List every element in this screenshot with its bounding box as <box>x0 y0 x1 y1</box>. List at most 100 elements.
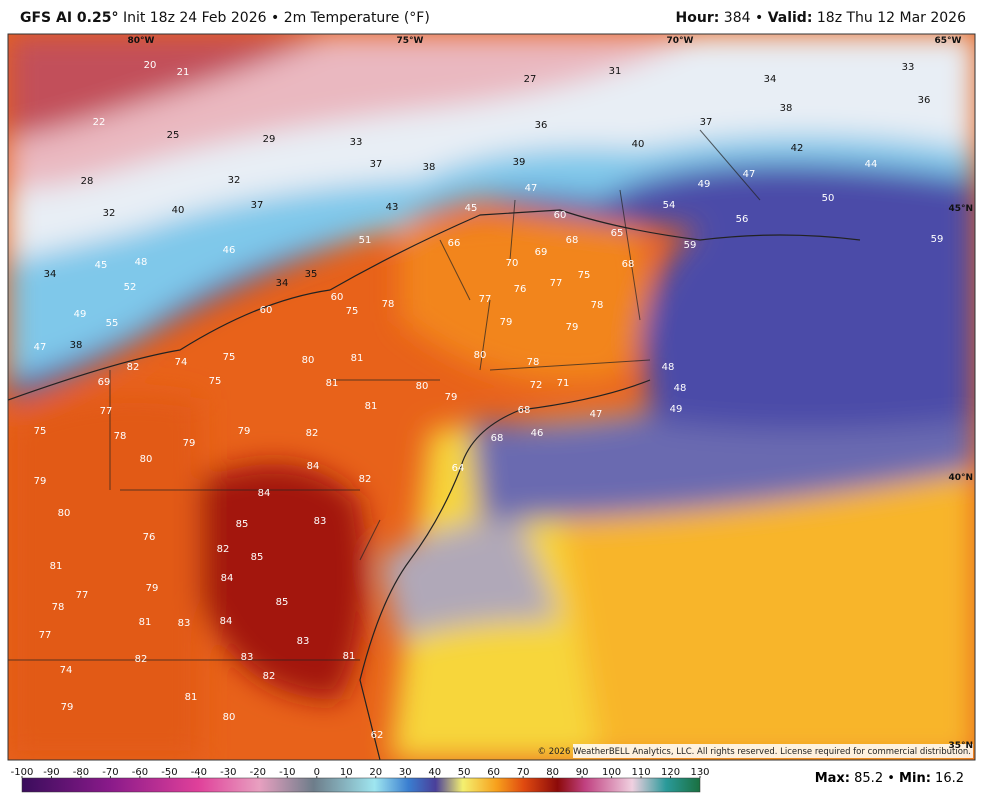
header-left: GFS AI 0.25° Init 18z 24 Feb 2026 • 2m T… <box>20 10 430 26</box>
temperature-label: 82 <box>127 362 140 373</box>
temperature-label: 75 <box>346 306 359 317</box>
temperature-label: 31 <box>609 66 622 77</box>
min: 16.2 <box>935 771 964 786</box>
colorbar <box>21 777 701 793</box>
temperature-label: 84 <box>221 573 234 584</box>
temperature-label: 79 <box>445 392 458 403</box>
temperature-label: 68 <box>518 405 531 416</box>
colorbar-tick-label: 90 <box>576 767 589 778</box>
copyright-bg <box>573 744 973 758</box>
temperature-label: 49 <box>670 404 683 415</box>
temperature-label: 81 <box>50 561 63 572</box>
temperature-label: 65 <box>611 228 624 239</box>
colorbar-tick-label: 120 <box>661 767 680 778</box>
init: Init 18z 24 Feb 2026 <box>122 10 267 26</box>
temperature-label: 45 <box>95 260 108 271</box>
temperature-label: 70 <box>506 258 519 269</box>
temperature-label: 79 <box>34 476 47 487</box>
colorbar-tick-label: 50 <box>458 767 471 778</box>
temperature-label: 40 <box>172 205 185 216</box>
temperature-label: 82 <box>306 428 319 439</box>
temperature-label: 48 <box>662 362 675 373</box>
valid-label: Valid: <box>767 10 813 26</box>
temperature-label: 75 <box>223 352 236 363</box>
colorbar-tick-label: -30 <box>220 767 236 778</box>
temperature-label: 45 <box>465 203 478 214</box>
colorbar-tick-label: 80 <box>546 767 559 778</box>
temperature-label: 84 <box>307 461 320 472</box>
temperature-label: 52 <box>124 282 137 293</box>
temperature-label: 80 <box>474 350 487 361</box>
temperature-label: 39 <box>513 157 526 168</box>
temperature-label: 33 <box>350 137 363 148</box>
temperature-label: 79 <box>61 702 74 713</box>
temperature-label: 38 <box>780 103 793 114</box>
copyright: © 2026 WeatherBELL Analytics, LLC. All r… <box>538 747 971 757</box>
temperature-label: 34 <box>44 269 57 280</box>
temperature-label: 37 <box>370 159 383 170</box>
temperature-label: 83 <box>297 636 310 647</box>
colorbar-tick-label: 20 <box>369 767 382 778</box>
temperature-label: 60 <box>554 210 567 221</box>
min-label: Min: <box>899 771 931 786</box>
latitude-label: 35°N <box>948 741 973 751</box>
footer: Max: 85.2 • Min: 16.2 <box>815 771 964 786</box>
temperature-label: 81 <box>185 692 198 703</box>
temperature-label: 37 <box>700 117 713 128</box>
temperature-label: 47 <box>34 342 47 353</box>
temperature-label: 80 <box>416 381 429 392</box>
colorbar-tick-label: -100 <box>11 767 34 778</box>
separator: • <box>887 771 895 786</box>
temperature-label: 68 <box>491 433 504 444</box>
map-field <box>8 34 975 760</box>
temperature-label: 44 <box>865 159 878 170</box>
temperature-label: 79 <box>500 317 513 328</box>
colorbar-tick-label: -20 <box>250 767 266 778</box>
temperature-label: 71 <box>557 378 570 389</box>
temperature-label: 66 <box>448 238 461 249</box>
temperature-label: 36 <box>535 120 548 131</box>
latitude-label: 45°N <box>948 204 973 214</box>
colorbar-tick-label: 110 <box>631 767 650 778</box>
temperature-label: 80 <box>223 712 236 723</box>
temperature-label: 79 <box>183 438 196 449</box>
colorbar-tick-label: 60 <box>487 767 500 778</box>
temperature-label: 80 <box>58 508 71 519</box>
separator: • <box>270 10 280 26</box>
temperature-label: 79 <box>238 426 251 437</box>
temperature-label: 78 <box>382 299 395 310</box>
longitude-label: 70°W <box>667 36 694 46</box>
temperature-label: 50 <box>822 193 835 204</box>
temperature-label: 46 <box>531 428 544 439</box>
temperature-label: 48 <box>135 257 148 268</box>
temperature-label: 75 <box>578 270 591 281</box>
temperature-label: 59 <box>684 240 697 251</box>
temperature-label: 82 <box>263 671 276 682</box>
temperature-label: 21 <box>177 67 190 78</box>
temperature-label: 85 <box>251 552 264 563</box>
temperature-label: 54 <box>663 200 676 211</box>
colorbar-tick-label: -60 <box>132 767 148 778</box>
temperature-label: 25 <box>167 130 180 141</box>
temperature-label: 28 <box>81 176 94 187</box>
temperature-label: 48 <box>674 383 687 394</box>
product: 2m Temperature (°F) <box>283 10 430 26</box>
max-label: Max: <box>814 771 850 786</box>
temperature-label: 46 <box>223 245 236 256</box>
temperature-label: 83 <box>178 618 191 629</box>
temperature-label: 38 <box>70 340 83 351</box>
temperature-label: 78 <box>114 431 127 442</box>
temperature-label: 34 <box>764 74 777 85</box>
temperature-label: 20 <box>144 60 157 71</box>
temperature-label: 43 <box>386 202 399 213</box>
colorbar-tick-label: -50 <box>161 767 177 778</box>
temperature-label: 79 <box>146 583 159 594</box>
temperature-label: 77 <box>100 406 113 417</box>
temperature-label: 83 <box>241 652 254 663</box>
temperature-label: 78 <box>52 602 65 613</box>
temperature-label: 81 <box>343 651 356 662</box>
temperature-label: 80 <box>140 454 153 465</box>
temperature-label: 34 <box>276 278 289 289</box>
temperature-label: 55 <box>106 318 119 329</box>
